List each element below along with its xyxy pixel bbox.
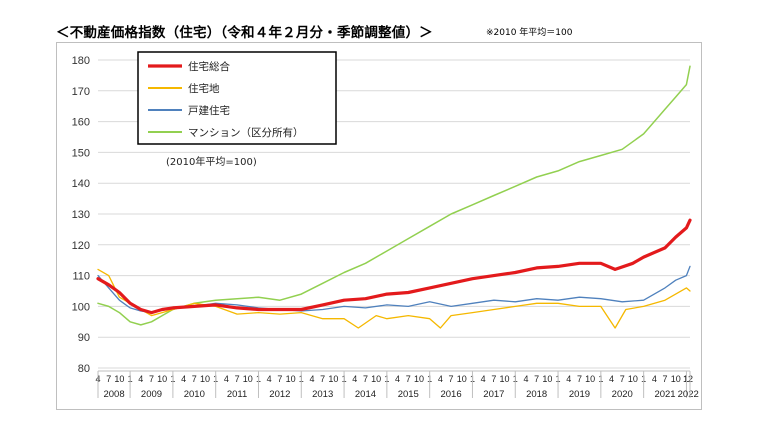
legend-label: 戸建住宅	[188, 104, 230, 117]
x-month-label: 7	[192, 374, 197, 384]
x-year-label: 2022	[678, 389, 699, 400]
x-year-label: 2019	[569, 389, 590, 400]
y-tick-label: 80	[78, 363, 90, 375]
x-month-label: 4	[224, 374, 229, 384]
x-month-label: 7	[663, 374, 668, 384]
x-year-label: 2009	[141, 389, 162, 400]
legend-label: マンション（区分所有）	[188, 126, 304, 139]
base-year-note: ※2010 年平均＝100	[486, 28, 573, 38]
y-tick-label: 180	[72, 55, 90, 67]
y-tick-label: 110	[72, 271, 90, 283]
x-month-label: 10	[243, 374, 253, 384]
y-tick-label: 150	[72, 147, 90, 159]
x-month-label: 4	[181, 374, 186, 384]
x-month-label: 7	[534, 374, 539, 384]
x-year-label: 2014	[355, 389, 376, 400]
series-line-1	[97, 268, 691, 329]
x-month-label: 10	[157, 374, 167, 384]
x-year-label: 2010	[184, 389, 205, 400]
x-month-label: 7	[149, 374, 154, 384]
x-month-label: 10	[628, 374, 638, 384]
x-month-label: 4	[309, 374, 314, 384]
x-year-label: 2018	[526, 389, 547, 400]
x-month-label: 7	[277, 374, 282, 384]
page-title: ＜不動産価格指数（住宅）（令和４年２月分・季節調整値）＞	[56, 25, 433, 41]
x-month-label: 10	[542, 374, 552, 384]
x-month-label: 7	[363, 374, 368, 384]
x-month-label: 7	[449, 374, 454, 384]
series-line-3	[97, 65, 691, 326]
x-year-label: 2012	[269, 389, 290, 400]
x-year-label: 2015	[398, 389, 419, 400]
x-month-label: 10	[286, 374, 296, 384]
x-year-label: 2011	[227, 389, 247, 400]
y-tick-label: 130	[72, 209, 90, 221]
x-year-label: 2013	[312, 389, 333, 400]
x-month-label: 7	[620, 374, 625, 384]
x-year-label: 2020	[612, 389, 633, 400]
y-tick-label: 120	[72, 240, 90, 252]
x-month-label: 10	[114, 374, 124, 384]
x-month-label: 7	[577, 374, 582, 384]
x-month-label: 4	[523, 374, 528, 384]
x-month-label: 4	[267, 374, 272, 384]
x-month-label: 4	[352, 374, 357, 384]
y-tick-label: 100	[72, 301, 90, 313]
x-month-label: 4	[652, 374, 657, 384]
x-month-label: 4	[609, 374, 614, 384]
x-month-label: 10	[457, 374, 467, 384]
x-month-label: 4	[566, 374, 571, 384]
x-year-label: 2017	[483, 389, 504, 400]
y-tick-label: 140	[72, 178, 90, 190]
x-year-label: 2016	[440, 389, 461, 400]
x-month-label: 10	[200, 374, 210, 384]
series-line-0	[96, 218, 692, 315]
x-month-label: 10	[414, 374, 424, 384]
x-month-label: 12	[683, 374, 693, 384]
legend-label: 住宅地	[188, 82, 220, 95]
x-month-label: 10	[585, 374, 595, 384]
x-month-label: 10	[371, 374, 381, 384]
x-month-label: 4	[138, 374, 143, 384]
y-tick-label: 160	[72, 117, 90, 129]
y-tick-label: 170	[72, 86, 90, 98]
y-tick-label: 90	[78, 332, 90, 344]
x-month-label: 10	[500, 374, 510, 384]
x-month-label: 7	[491, 374, 496, 384]
x-month-label: 7	[106, 374, 111, 384]
legend-label: 住宅総合	[188, 60, 230, 73]
x-month-label: 10	[328, 374, 338, 384]
x-month-label: 4	[438, 374, 443, 384]
base-label: (2010年平均=100)	[166, 155, 257, 168]
x-year-label: 2021	[654, 389, 675, 400]
x-month-label: 7	[235, 374, 240, 384]
x-month-label: 10	[671, 374, 681, 384]
x-month-label: 7	[320, 374, 325, 384]
x-month-label: 4	[395, 374, 400, 384]
x-month-label: 4	[481, 374, 486, 384]
x-year-label: 2008	[103, 389, 124, 400]
x-month-label: 7	[406, 374, 411, 384]
